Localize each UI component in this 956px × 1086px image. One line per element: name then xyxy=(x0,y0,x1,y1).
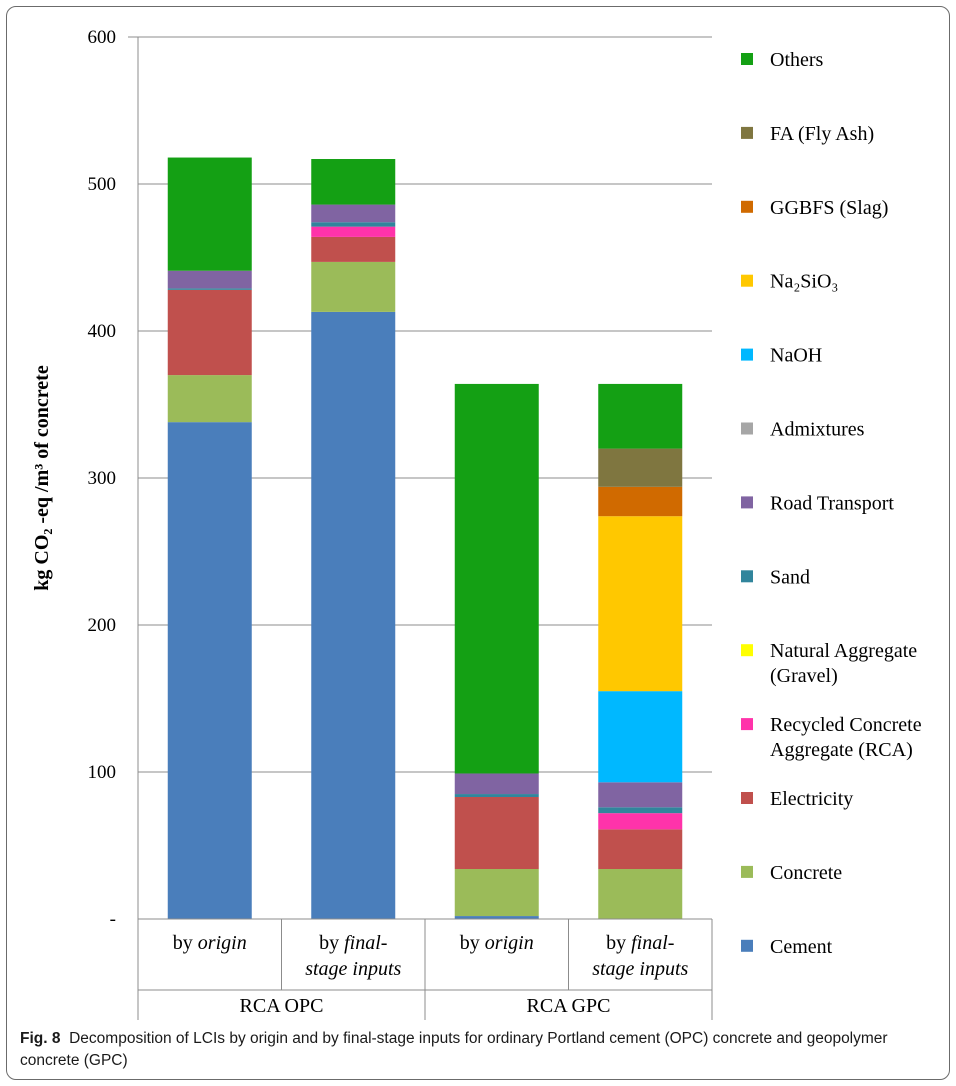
caption-fig-label: Fig. 8 xyxy=(20,1030,61,1047)
legend-label: Concrete xyxy=(770,862,842,884)
bar-segment-others xyxy=(167,157,252,271)
legend-item-sand: Sand xyxy=(741,566,810,588)
bar-segment-electricity xyxy=(167,289,252,376)
legend-swatch xyxy=(741,126,753,139)
legend-swatch xyxy=(741,792,753,804)
legend-label: GGBFS (Slag) xyxy=(770,197,888,219)
legend-item-road-transport: Road Transport xyxy=(741,492,894,514)
bar-segment-electricity xyxy=(311,236,396,262)
legend-item-cement: Cement xyxy=(741,936,833,958)
caption-text: Decomposition of LCIs by origin and by f… xyxy=(20,1030,888,1069)
bars xyxy=(167,157,683,919)
bar-segment-road-transport xyxy=(167,270,252,289)
bar-segment-road-transport xyxy=(311,204,396,223)
bar-segment-sand xyxy=(598,807,683,814)
bar-segment-electricity xyxy=(598,829,683,870)
bar-segment-na2sio3 xyxy=(598,516,683,692)
legend-swatch xyxy=(741,348,753,361)
legend-swatch xyxy=(741,718,753,731)
bar-segment-cement xyxy=(167,422,252,919)
x-category-label-line2: stage inputs xyxy=(592,958,688,980)
legend-label: Na₂SiO₃ xyxy=(770,271,838,293)
legend-swatch xyxy=(741,939,753,952)
bar-segment-others xyxy=(598,383,683,449)
bar-segment-concrete xyxy=(598,869,683,919)
stacked-bar-chart: - 100 200 300 400 500 600 by origin by final-st… xyxy=(31,27,922,1020)
legend-swatch xyxy=(741,53,753,65)
legend-item-admixtures: Admixtures xyxy=(741,419,865,441)
bar-segment-concrete xyxy=(311,261,396,312)
y-axis-label: kg CO₂ -eq /m³ of concrete xyxy=(31,365,53,591)
x-category-label: by final- xyxy=(319,932,387,954)
bar-segment-recycled-concrete-aggregate-rca xyxy=(311,226,396,237)
y-tick-label: 300 xyxy=(88,468,117,489)
bar-segment-concrete xyxy=(167,375,252,423)
legend-swatch xyxy=(741,274,753,287)
x-category-label: by final- xyxy=(606,932,674,954)
y-tick-label: 400 xyxy=(88,321,117,342)
bar-segment-sand xyxy=(454,794,539,797)
bar-segment-others xyxy=(311,159,396,205)
bar-segment-electricity xyxy=(454,796,539,870)
legend-swatch xyxy=(741,570,753,583)
x-category-labels: by origin by final-stage inputs by origin b… xyxy=(173,932,689,1017)
legend-item-ggbfs-slag: GGBFS (Slag) xyxy=(741,197,888,219)
legend-item-fa-fly-ash: FA (Fly Ash) xyxy=(741,123,874,145)
legend-item-electricity: Electricity xyxy=(741,788,853,810)
bar-segment-others xyxy=(454,383,539,774)
x-category-label: by origin xyxy=(460,932,534,954)
y-tick-label: 100 xyxy=(88,762,117,783)
legend-label: Recycled Concrete xyxy=(770,714,922,736)
legend-item-recycled-concrete-aggregate-rca: Recycled Concrete Aggregate (RCA) xyxy=(741,714,922,761)
legend-item-others: Others xyxy=(741,49,824,71)
figure-frame xyxy=(6,6,950,1080)
legend-label: Road Transport xyxy=(770,492,894,514)
y-tick-label: 500 xyxy=(88,174,117,195)
legend-label: Sand xyxy=(770,566,810,588)
figure-caption: Fig. 8 Decomposition of LCIs by origin a… xyxy=(20,1028,945,1072)
legend-item-natural-aggregate-gravel: Natural Aggregate (Gravel) xyxy=(741,640,917,687)
bar-segment-road-transport xyxy=(598,782,683,808)
legend-label: Cement xyxy=(770,936,833,958)
bar-segment-sand xyxy=(167,288,252,290)
x-group-label: RCA OPC xyxy=(240,995,324,1017)
legend-label: Natural Aggregate xyxy=(770,640,917,662)
legend-item-na-sio: Na₂SiO₃ xyxy=(741,271,838,293)
y-tick-label: 200 xyxy=(88,615,117,636)
legend-swatch xyxy=(741,644,753,657)
legend-label: Admixtures xyxy=(770,419,865,441)
x-group-label: RCA GPC xyxy=(527,995,611,1017)
legend-label: Aggregate (RCA) xyxy=(770,739,913,761)
bar-segment-concrete xyxy=(454,869,539,917)
bar-segment-road-transport xyxy=(454,773,539,795)
legend-swatch xyxy=(741,422,753,435)
x-category-label-line2: stage inputs xyxy=(305,958,401,980)
x-category-label: by origin xyxy=(173,932,247,954)
legend-label: Electricity xyxy=(770,788,853,810)
legend-swatch xyxy=(741,496,753,509)
bar-segment-recycled-concrete-aggregate-rca xyxy=(598,813,683,830)
bar-segment-cement xyxy=(311,311,396,919)
legend-swatch xyxy=(741,865,753,878)
y-tick-labels: - 100 200 300 400 500 600 xyxy=(88,27,117,930)
legend-item-concrete: Concrete xyxy=(741,862,842,884)
bar-segment-cement xyxy=(454,916,539,919)
legend: Others FA (Fly Ash) GGBFS (Slag) Na₂SiO₃ NaO… xyxy=(741,49,922,958)
legend-swatch xyxy=(741,200,753,213)
bar-segment-fa-fly-ash xyxy=(598,448,683,487)
bar-segment-naoh xyxy=(598,691,683,783)
legend-label: FA (Fly Ash) xyxy=(770,123,874,145)
bar-segment-ggbfs-slag xyxy=(598,486,683,517)
legend-label: NaOH xyxy=(770,345,822,367)
legend-item-naoh: NaOH xyxy=(741,345,822,367)
legend-label: (Gravel) xyxy=(770,665,838,687)
bar-segment-sand xyxy=(311,222,396,227)
y-tick-label: - xyxy=(110,909,116,930)
legend-label: Others xyxy=(770,49,824,71)
axes xyxy=(128,36,713,1020)
y-tick-label: 600 xyxy=(88,27,117,48)
